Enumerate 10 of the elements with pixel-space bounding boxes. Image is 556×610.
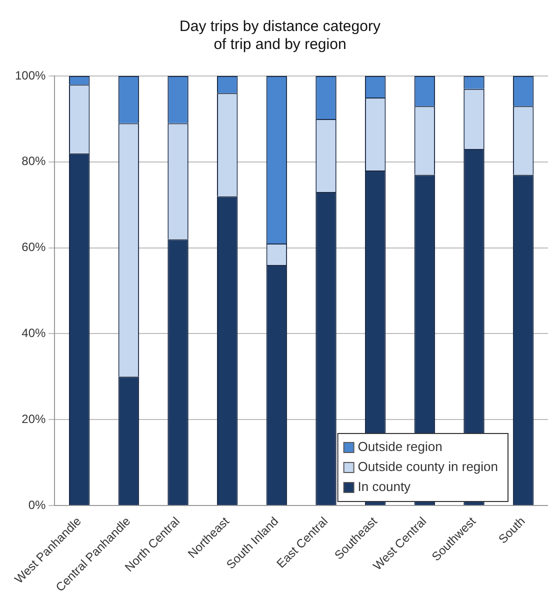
chart-title: Day trips by distance category of trip and by region xyxy=(180,18,381,54)
y-tick-label: 0% xyxy=(28,498,46,512)
y-tick-label: 60% xyxy=(22,240,46,254)
legend-label: Outside county in region xyxy=(358,459,498,474)
y-tick-label: 100% xyxy=(14,68,46,82)
legend-label: In county xyxy=(358,479,412,494)
y-tick-label: 20% xyxy=(22,412,46,426)
y-tick-label: 80% xyxy=(22,154,46,168)
y-tick-label: 40% xyxy=(22,326,46,340)
legend-label: Outside region xyxy=(358,439,442,454)
